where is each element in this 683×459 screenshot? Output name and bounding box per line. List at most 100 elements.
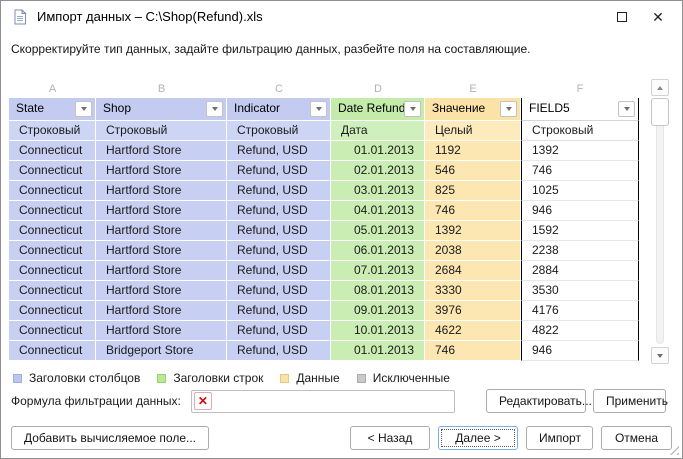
column-type-A[interactable]: Строковый bbox=[9, 121, 96, 141]
add-calculated-field-button[interactable]: Добавить вычисляемое поле... bbox=[11, 426, 210, 450]
next-button[interactable]: Далее > bbox=[438, 426, 518, 450]
cell-r11-D[interactable]: 01.01.2013 bbox=[331, 341, 425, 361]
cell-r9-C[interactable]: Refund, USD bbox=[227, 301, 331, 321]
edit-filter-button[interactable]: Редактировать... bbox=[486, 389, 592, 413]
cell-r4-E[interactable]: 746 bbox=[425, 201, 521, 221]
cell-r10-B[interactable]: Hartford Store bbox=[96, 321, 227, 341]
column-header-field5[interactable]: FIELD5 bbox=[521, 98, 639, 121]
cell-r1-D[interactable]: 01.01.2013 bbox=[331, 141, 425, 161]
cell-r5-C[interactable]: Refund, USD bbox=[227, 221, 331, 241]
cell-r5-E[interactable]: 1392 bbox=[425, 221, 521, 241]
cell-r10-E[interactable]: 4622 bbox=[425, 321, 521, 341]
cell-r4-A[interactable]: Connecticut bbox=[9, 201, 96, 221]
cell-r2-A[interactable]: Connecticut bbox=[9, 161, 96, 181]
cell-r3-C[interactable]: Refund, USD bbox=[227, 181, 331, 201]
cell-r5-B[interactable]: Hartford Store bbox=[96, 221, 227, 241]
cell-r6-C[interactable]: Refund, USD bbox=[227, 241, 331, 261]
import-button[interactable]: Импорт bbox=[526, 426, 593, 450]
cell-r1-B[interactable]: Hartford Store bbox=[96, 141, 227, 161]
cell-r4-F[interactable]: 946 bbox=[521, 201, 639, 221]
cell-r1-A[interactable]: Connecticut bbox=[9, 141, 96, 161]
cell-r9-D[interactable]: 09.01.2013 bbox=[331, 301, 425, 321]
column-type-D[interactable]: Дата bbox=[331, 121, 425, 141]
cell-r3-D[interactable]: 03.01.2013 bbox=[331, 181, 425, 201]
cell-r11-F[interactable]: 946 bbox=[521, 341, 639, 361]
cell-r3-E[interactable]: 825 bbox=[425, 181, 521, 201]
column-type-C[interactable]: Строковый bbox=[227, 121, 331, 141]
scrollbar-track[interactable] bbox=[656, 99, 664, 344]
cell-r10-D[interactable]: 10.01.2013 bbox=[331, 321, 425, 341]
cell-r6-E[interactable]: 2038 bbox=[425, 241, 521, 261]
column-header-state[interactable]: State bbox=[9, 98, 96, 121]
cell-r6-F[interactable]: 2238 bbox=[521, 241, 639, 261]
cell-r2-F[interactable]: 746 bbox=[521, 161, 639, 181]
cell-r9-F[interactable]: 4176 bbox=[521, 301, 639, 321]
cell-r7-C[interactable]: Refund, USD bbox=[227, 261, 331, 281]
resize-grip[interactable] bbox=[668, 444, 679, 455]
cell-r3-B[interactable]: Hartford Store bbox=[96, 181, 227, 201]
cell-r4-C[interactable]: Refund, USD bbox=[227, 201, 331, 221]
column-filter-dropdown[interactable] bbox=[310, 101, 327, 117]
cell-r5-F[interactable]: 1592 bbox=[521, 221, 639, 241]
cell-r11-A[interactable]: Connecticut bbox=[9, 341, 96, 361]
clear-filter-button[interactable]: ✕ bbox=[193, 392, 212, 410]
cell-r9-E[interactable]: 3976 bbox=[425, 301, 521, 321]
column-filter-dropdown[interactable] bbox=[75, 101, 92, 117]
cell-r8-A[interactable]: Connecticut bbox=[9, 281, 96, 301]
column-type-F[interactable]: Строковый bbox=[521, 121, 639, 141]
column-filter-dropdown[interactable] bbox=[500, 101, 517, 117]
cancel-button[interactable]: Отмена bbox=[601, 426, 672, 450]
cell-r2-E[interactable]: 546 bbox=[425, 161, 521, 181]
cell-r8-F[interactable]: 3530 bbox=[521, 281, 639, 301]
column-filter-dropdown[interactable] bbox=[618, 101, 635, 117]
scrollbar-thumb[interactable] bbox=[651, 98, 669, 126]
column-header-date-refund[interactable]: Date Refund bbox=[331, 98, 425, 121]
maximize-button[interactable] bbox=[606, 3, 638, 31]
cell-r10-C[interactable]: Refund, USD bbox=[227, 321, 331, 341]
cell-r2-C[interactable]: Refund, USD bbox=[227, 161, 331, 181]
cell-r11-C[interactable]: Refund, USD bbox=[227, 341, 331, 361]
cell-r5-A[interactable]: Connecticut bbox=[9, 221, 96, 241]
column-type-B[interactable]: Строковый bbox=[96, 121, 227, 141]
cell-r8-B[interactable]: Hartford Store bbox=[96, 281, 227, 301]
cell-r6-D[interactable]: 06.01.2013 bbox=[331, 241, 425, 261]
cell-r9-B[interactable]: Hartford Store bbox=[96, 301, 227, 321]
column-header-shop[interactable]: Shop bbox=[96, 98, 227, 121]
filter-formula-input[interactable] bbox=[211, 391, 454, 411]
column-filter-dropdown[interactable] bbox=[404, 101, 421, 117]
cell-r6-A[interactable]: Connecticut bbox=[9, 241, 96, 261]
cell-r11-B[interactable]: Bridgeport Store bbox=[96, 341, 227, 361]
back-button[interactable]: < Назад bbox=[350, 426, 430, 450]
cell-r1-C[interactable]: Refund, USD bbox=[227, 141, 331, 161]
cell-r2-D[interactable]: 02.01.2013 bbox=[331, 161, 425, 181]
cell-r1-F[interactable]: 1392 bbox=[521, 141, 639, 161]
cell-r3-A[interactable]: Connecticut bbox=[9, 181, 96, 201]
cell-r1-E[interactable]: 1192 bbox=[425, 141, 521, 161]
cell-r8-C[interactable]: Refund, USD bbox=[227, 281, 331, 301]
cell-r7-F[interactable]: 2884 bbox=[521, 261, 639, 281]
cell-r7-B[interactable]: Hartford Store bbox=[96, 261, 227, 281]
cell-r3-F[interactable]: 1025 bbox=[521, 181, 639, 201]
apply-filter-button[interactable]: Применить bbox=[593, 389, 668, 413]
cell-r7-E[interactable]: 2684 bbox=[425, 261, 521, 281]
scroll-up-button[interactable] bbox=[651, 79, 669, 96]
cell-r2-B[interactable]: Hartford Store bbox=[96, 161, 227, 181]
cell-r8-E[interactable]: 3330 bbox=[425, 281, 521, 301]
cell-r10-F[interactable]: 4822 bbox=[521, 321, 639, 341]
cell-r7-A[interactable]: Connecticut bbox=[9, 261, 96, 281]
cell-r7-D[interactable]: 07.01.2013 bbox=[331, 261, 425, 281]
column-header-indicator[interactable]: Indicator bbox=[227, 98, 331, 121]
column-type-E[interactable]: Целый bbox=[425, 121, 521, 141]
column-filter-dropdown[interactable] bbox=[206, 101, 223, 117]
cell-r5-D[interactable]: 05.01.2013 bbox=[331, 221, 425, 241]
cell-r10-A[interactable]: Connecticut bbox=[9, 321, 96, 341]
close-button[interactable]: ✕ bbox=[642, 3, 674, 31]
cell-r8-D[interactable]: 08.01.2013 bbox=[331, 281, 425, 301]
cell-r6-B[interactable]: Hartford Store bbox=[96, 241, 227, 261]
cell-r4-B[interactable]: Hartford Store bbox=[96, 201, 227, 221]
scroll-down-button[interactable] bbox=[651, 347, 669, 364]
column-header-значение[interactable]: Значение bbox=[425, 98, 521, 121]
cell-r9-A[interactable]: Connecticut bbox=[9, 301, 96, 321]
cell-r11-E[interactable]: 746 bbox=[425, 341, 521, 361]
cell-r4-D[interactable]: 04.01.2013 bbox=[331, 201, 425, 221]
